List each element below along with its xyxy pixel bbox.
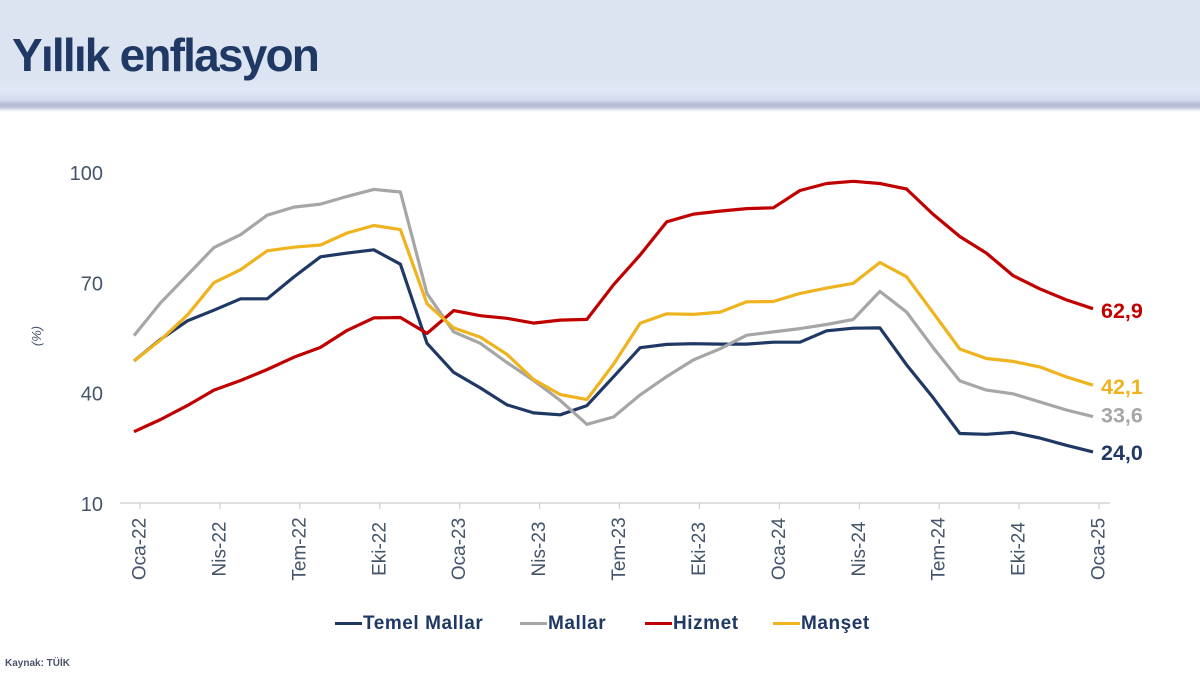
svg-text:42,1: 42,1 [1101, 375, 1143, 399]
svg-text:62,9: 62,9 [1101, 299, 1143, 323]
svg-text:Tem-22: Tem-22 [289, 517, 310, 580]
svg-text:Tem-23: Tem-23 [609, 517, 630, 580]
svg-text:Manşet: Manşet [801, 613, 870, 634]
svg-text:10: 10 [81, 494, 103, 516]
svg-text:Nis-23: Nis-23 [529, 522, 550, 577]
svg-text:Oca-22: Oca-22 [130, 518, 151, 580]
svg-text:Oca-23: Oca-23 [449, 518, 470, 580]
svg-text:24,0: 24,0 [1101, 441, 1143, 465]
svg-text:Oca-25: Oca-25 [1089, 518, 1110, 580]
svg-text:100: 100 [70, 163, 103, 185]
svg-text:Eki-24: Eki-24 [1009, 522, 1030, 576]
svg-text:Kaynak: TÜİK: Kaynak: TÜİK [5, 656, 71, 669]
svg-text:Eki-23: Eki-23 [689, 522, 710, 576]
svg-text:Mallar: Mallar [548, 613, 606, 634]
svg-text:Eki-22: Eki-22 [369, 522, 390, 576]
svg-text:Tem-24: Tem-24 [929, 517, 950, 581]
svg-text:Hizmet: Hizmet [673, 613, 739, 634]
svg-text:Nis-24: Nis-24 [849, 521, 870, 576]
svg-text:Temel Mallar: Temel Mallar [363, 613, 483, 634]
svg-text:Nis-22: Nis-22 [209, 522, 230, 577]
svg-text:33,6: 33,6 [1101, 404, 1143, 428]
svg-text:(%): (%) [29, 326, 44, 346]
svg-text:Oca-24: Oca-24 [769, 517, 790, 580]
svg-text:70: 70 [81, 273, 103, 295]
svg-text:40: 40 [81, 384, 103, 406]
